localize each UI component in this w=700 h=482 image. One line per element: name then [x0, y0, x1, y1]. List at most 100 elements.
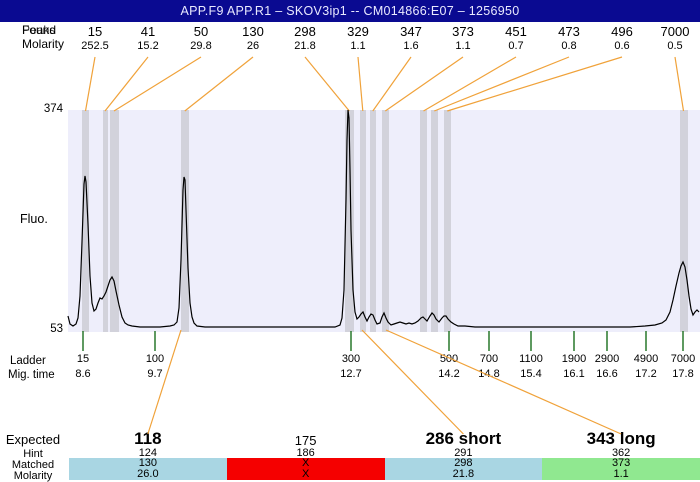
peak-highlight-band	[382, 110, 389, 332]
peak-highlight-band	[181, 110, 189, 332]
migtime-row-label: Mig. time	[8, 369, 55, 381]
found-peak-column: 41 15.2	[120, 24, 176, 52]
ladder-size: 300	[341, 353, 361, 365]
ladder-size: 1100	[519, 353, 543, 365]
found-peak-size: 15	[87, 24, 103, 39]
found-peak-column: 347 1.6	[383, 24, 439, 52]
found-peak-column: 329 1.1	[330, 24, 386, 52]
matched-value: 130	[138, 457, 158, 469]
found-peak-molarity: 26	[246, 40, 260, 52]
ladder-column: 4900 17.2	[623, 353, 669, 380]
match-status-cell: 130 26.0	[69, 458, 227, 480]
table-rowlabel-matched: Matched	[11, 459, 55, 471]
molarity-row-label: Molarity	[22, 37, 65, 51]
found-peak-column: 496 0.6	[594, 24, 650, 52]
found-peak-size: 7000	[660, 24, 690, 39]
found-peak-size: 329	[347, 24, 369, 39]
found-peak-size: 451	[505, 24, 527, 39]
ladder-size: 100	[145, 353, 165, 365]
peak-label-connector-line	[304, 56, 350, 112]
ladder-migration-time: 17.2	[635, 368, 657, 380]
found-peak-column: 373 1.1	[435, 24, 491, 52]
match-connector-line	[147, 329, 182, 435]
found-peak-column: 473 0.8	[541, 24, 597, 52]
ladder-column: 1100 15.4	[508, 353, 554, 380]
peak-label-connector-line	[113, 56, 202, 112]
ladder-migration-time: 8.6	[75, 368, 91, 380]
electropherogram-plot-area	[68, 110, 700, 332]
ladder-size: 15	[76, 353, 90, 365]
found-peak-molarity: 0.6	[614, 40, 630, 52]
matched-molarity-value: 26.0	[137, 468, 159, 480]
match-status-cell: 298 21.8	[384, 457, 543, 480]
ladder-size: 700	[479, 353, 499, 365]
table-rowlabel-hint: Hint	[23, 448, 43, 460]
ladder-migration-time: 12.7	[340, 368, 362, 380]
found-peak-size: 496	[611, 24, 633, 39]
peak-label-connector-line	[434, 56, 570, 112]
peak-highlight-band	[109, 110, 119, 332]
found-peak-molarity: 15.2	[137, 40, 159, 52]
found-peak-size: 130	[242, 24, 264, 39]
peak-label-connector-line	[357, 56, 364, 112]
matched-value: X	[301, 457, 310, 469]
found-peak-size: 41	[140, 24, 156, 39]
found-peak-molarity: 0.7	[508, 40, 524, 52]
match-connector-line	[385, 329, 622, 435]
matched-molarity-value: 1.1	[613, 468, 629, 480]
peak-label-connector-line	[423, 56, 517, 112]
expected-value: 175	[294, 433, 317, 448]
found-peak-column: 130 26	[225, 24, 281, 52]
found-peak-molarity: 0.8	[561, 40, 577, 52]
found-peak-column: 15 252.5	[67, 24, 123, 52]
y-axis-title: Fluo.	[20, 212, 48, 226]
matched-value: 373	[611, 457, 631, 469]
peak-label-connector-line	[184, 56, 254, 112]
peak-highlight-band	[369, 110, 377, 332]
peak-highlight-band	[82, 110, 89, 332]
matched-molarity-value: 21.8	[452, 468, 475, 480]
ladder-column: 15 8.6	[60, 353, 106, 380]
peak-label-connector-line	[384, 56, 464, 112]
ladder-size: 7000	[670, 353, 696, 365]
peak-highlight-band	[345, 110, 354, 332]
table-rowlabel-molarity: Molarity	[13, 470, 53, 482]
hint-value: 124	[138, 447, 158, 459]
found-peak-size: 473	[558, 24, 580, 39]
y-axis-min: 53	[50, 323, 63, 335]
peak-label-connector-line	[104, 56, 149, 112]
ladder-size: 4900	[633, 353, 659, 365]
match-status-cell: 373 1.1	[542, 458, 700, 480]
found-peak-molarity: 29.8	[190, 40, 212, 52]
ladder-column: 100 9.7	[132, 353, 178, 380]
peak-highlight-band	[420, 110, 427, 332]
hint-value: 186	[296, 447, 315, 459]
ladder-column: 700 14.8	[466, 353, 512, 380]
peak-highlight-band	[443, 110, 452, 332]
found-row-label: Found	[22, 23, 57, 37]
found-peak-size: 298	[294, 24, 316, 39]
found-peak-molarity: 21.8	[294, 40, 316, 52]
ladder-migration-time: 17.8	[672, 368, 694, 380]
found-row-ghost-label: Peaks	[22, 23, 56, 37]
found-peak-column: 50 29.8	[173, 24, 229, 52]
peak-label-connector-line	[447, 56, 623, 112]
found-peak-molarity: 1.6	[403, 40, 419, 52]
ladder-row-label: Ladder	[10, 355, 46, 367]
found-peak-column: 298 21.8	[277, 24, 333, 52]
ladder-migration-time: 15.4	[520, 368, 542, 380]
ladder-migration-time: 9.7	[147, 368, 163, 380]
found-peak-molarity: 1.1	[455, 40, 471, 52]
ladder-migration-time: 14.8	[478, 368, 500, 380]
ladder-column: 7000 17.8	[660, 353, 700, 380]
table-rowlabel-expected: Expected	[5, 432, 61, 447]
hint-value: 291	[454, 447, 473, 459]
found-peak-size: 373	[452, 24, 474, 39]
found-peak-column: 7000 0.5	[647, 24, 700, 52]
peak-highlight-band	[431, 110, 438, 332]
found-peak-molarity: 1.1	[350, 40, 366, 52]
matched-value: 298	[454, 457, 473, 469]
y-axis-max: 374	[43, 103, 63, 115]
matched-molarity-value: X	[301, 468, 310, 480]
